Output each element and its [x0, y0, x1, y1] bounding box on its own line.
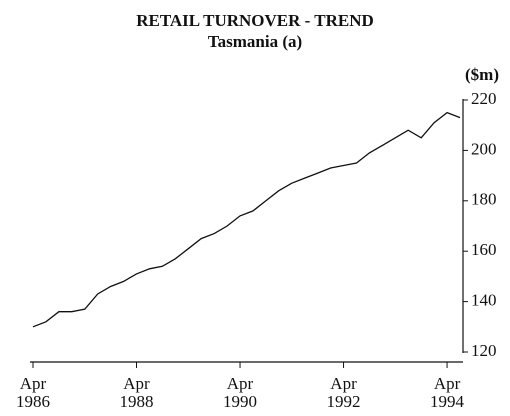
x-tick-label: Apr 1986 [16, 374, 50, 411]
x-tick-label: Apr 1994 [430, 374, 465, 411]
y-axis-label: ($m) [465, 65, 499, 84]
y-tick-label: 120 [471, 341, 497, 360]
y-tick-label: 180 [471, 190, 497, 209]
y-tick-label: 200 [471, 139, 497, 158]
chart-title: RETAIL TURNOVER - TREND [136, 11, 374, 30]
chart-subtitle: Tasmania (a) [208, 32, 302, 51]
x-tick-label: Apr 1992 [326, 374, 361, 411]
x-tick-label: Apr 1990 [223, 374, 258, 411]
y-tick-label: 160 [471, 240, 497, 259]
line [32, 111, 461, 328]
y-tick-label: 140 [471, 291, 497, 310]
x-tick-label: Apr 1988 [119, 374, 154, 411]
y-tick-label: 220 [471, 89, 497, 108]
